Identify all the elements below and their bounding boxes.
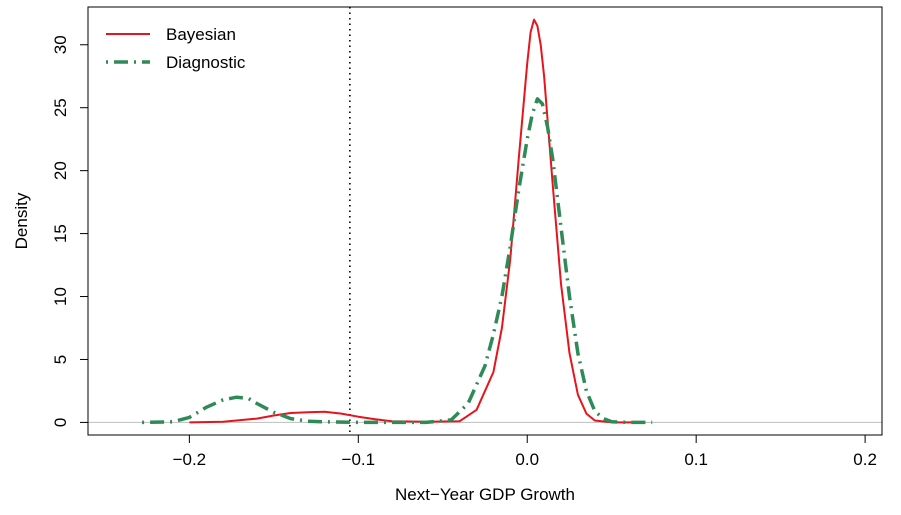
x-tick-label: 0.2 xyxy=(853,450,877,469)
y-tick-label: 20 xyxy=(51,161,70,180)
y-axis-label: Density xyxy=(12,192,31,249)
x-tick-label: 0.1 xyxy=(684,450,708,469)
y-tick-label: 30 xyxy=(51,35,70,54)
y-tick-label: 15 xyxy=(51,224,70,243)
series-line-diagnostic xyxy=(142,97,653,425)
legend-label-diagnostic: Diagnostic xyxy=(166,53,246,72)
x-tick-label: −0.1 xyxy=(342,450,376,469)
x-tick-label: −0.2 xyxy=(173,450,207,469)
x-tick-label: 0.0 xyxy=(515,450,539,469)
y-tick-label: 25 xyxy=(51,98,70,117)
y-axis: 0 5 10 15 20 25 30 xyxy=(51,35,88,427)
plot-frame xyxy=(87,6,883,436)
legend: Bayesian Diagnostic xyxy=(106,25,246,72)
x-axis: −0.2 −0.1 0.0 0.1 0.2 xyxy=(173,435,877,469)
plot-area xyxy=(88,7,882,435)
series-line-bayesian xyxy=(189,18,646,424)
x-axis-label: Next−Year GDP Growth xyxy=(395,485,575,504)
y-tick-label: 5 xyxy=(51,355,70,364)
legend-label-bayesian: Bayesian xyxy=(166,25,236,44)
y-tick-label: 0 xyxy=(51,418,70,427)
y-tick-label: 10 xyxy=(51,287,70,306)
